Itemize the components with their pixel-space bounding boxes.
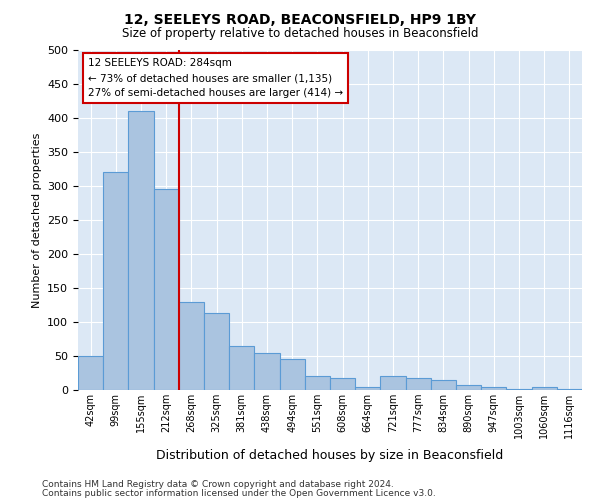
Text: Contains HM Land Registry data © Crown copyright and database right 2024.: Contains HM Land Registry data © Crown c… bbox=[42, 480, 394, 489]
Text: Contains public sector information licensed under the Open Government Licence v3: Contains public sector information licen… bbox=[42, 489, 436, 498]
Bar bbox=[179, 302, 204, 390]
Y-axis label: Number of detached properties: Number of detached properties bbox=[32, 132, 41, 308]
Bar bbox=[154, 190, 179, 390]
Bar bbox=[128, 111, 154, 390]
Bar bbox=[431, 380, 456, 390]
Bar bbox=[456, 385, 481, 390]
Text: Size of property relative to detached houses in Beaconsfield: Size of property relative to detached ho… bbox=[122, 28, 478, 40]
Bar bbox=[204, 313, 229, 390]
Bar bbox=[78, 356, 103, 390]
Bar bbox=[305, 376, 330, 390]
Bar bbox=[330, 378, 355, 390]
Bar bbox=[481, 388, 506, 390]
Bar bbox=[103, 172, 128, 390]
Text: 12 SEELEYS ROAD: 284sqm
← 73% of detached houses are smaller (1,135)
27% of semi: 12 SEELEYS ROAD: 284sqm ← 73% of detache… bbox=[88, 58, 343, 98]
Bar bbox=[406, 378, 431, 390]
X-axis label: Distribution of detached houses by size in Beaconsfield: Distribution of detached houses by size … bbox=[157, 449, 503, 462]
Bar bbox=[280, 360, 305, 390]
Bar bbox=[380, 376, 406, 390]
Bar bbox=[532, 388, 557, 390]
Text: 12, SEELEYS ROAD, BEACONSFIELD, HP9 1BY: 12, SEELEYS ROAD, BEACONSFIELD, HP9 1BY bbox=[124, 12, 476, 26]
Bar bbox=[229, 346, 254, 390]
Bar bbox=[355, 386, 380, 390]
Bar bbox=[254, 352, 280, 390]
